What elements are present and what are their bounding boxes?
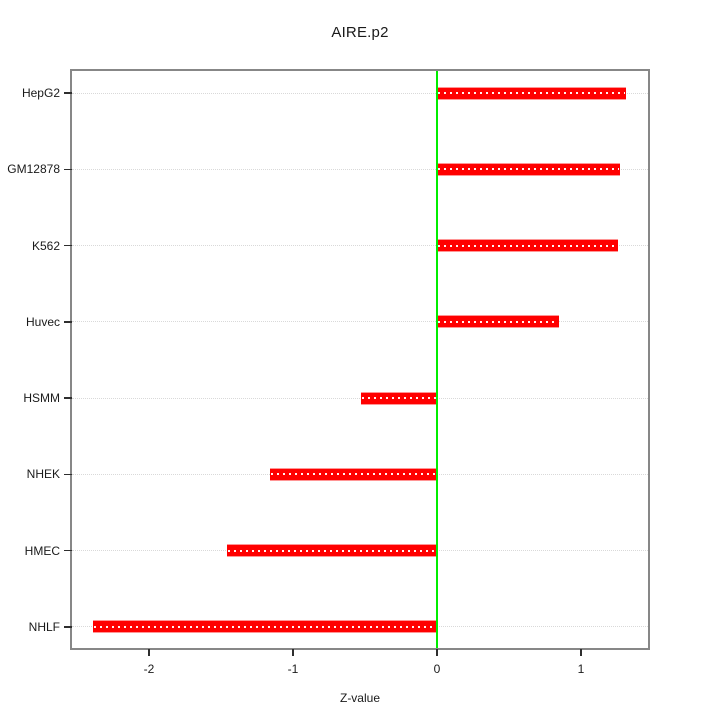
- bar-grid-dots: [270, 473, 436, 476]
- bar-grid-dots: [438, 320, 559, 323]
- bar-grid-dots: [361, 397, 436, 399]
- x-axis-tick: [148, 649, 150, 656]
- bar-hsmm: [360, 392, 437, 404]
- x-axis-title: Z-value: [339, 691, 380, 705]
- bar-k562: [437, 240, 619, 251]
- bar-grid-dots: [438, 168, 619, 171]
- gridline: [72, 92, 648, 94]
- y-tick-label-hsmm: HSMM: [23, 391, 60, 405]
- bar-grid-dots: [227, 549, 436, 552]
- bar-grid-dots: [93, 625, 436, 628]
- gridline: [72, 321, 648, 323]
- gridline: [72, 245, 648, 246]
- y-tick-label-hmec: HMEC: [24, 543, 60, 558]
- plot-frame: [70, 69, 650, 650]
- gridline: [72, 397, 648, 399]
- chart-title: AIRE.p2: [331, 24, 389, 41]
- x-tick-label: -2: [143, 662, 155, 676]
- bar-nhlf: [92, 621, 437, 633]
- bar-grid-dots: [438, 244, 618, 247]
- bar-huvec: [437, 316, 560, 328]
- bar-grid-dots: [438, 92, 625, 94]
- y-axis-tick: [64, 549, 72, 552]
- x-tick-label: 1: [577, 662, 585, 676]
- y-tick-label-nhlf: NHLF: [28, 619, 60, 634]
- y-axis-tick: [64, 397, 72, 399]
- bar-hepg2: [437, 87, 626, 99]
- y-axis-tick: [64, 626, 72, 628]
- bar-hmec: [226, 545, 437, 556]
- x-tick-label: -1: [287, 662, 299, 676]
- y-axis-tick: [64, 92, 72, 94]
- y-tick-label-huvec: Huvec: [25, 314, 60, 329]
- y-axis-tick: [64, 321, 72, 323]
- y-tick-label-nhek: NHEK: [26, 467, 60, 482]
- zero-reference-line: [436, 71, 438, 648]
- x-tick-label: 0: [433, 662, 441, 676]
- y-axis-tick: [64, 168, 72, 170]
- y-tick-label-hepg2: HepG2: [21, 86, 60, 100]
- y-tick-label-k562: K562: [31, 238, 60, 253]
- x-axis-tick: [292, 649, 294, 656]
- y-axis-tick: [64, 473, 72, 475]
- x-axis-tick: [580, 649, 582, 656]
- x-axis-tick: [436, 649, 438, 656]
- plot-area: [72, 71, 648, 648]
- bar-gm12878: [437, 163, 620, 175]
- gridline: [72, 168, 648, 170]
- bar-nhek: [269, 468, 437, 480]
- y-axis-tick: [64, 244, 72, 247]
- y-tick-label-gm12878: GM12878: [7, 162, 60, 177]
